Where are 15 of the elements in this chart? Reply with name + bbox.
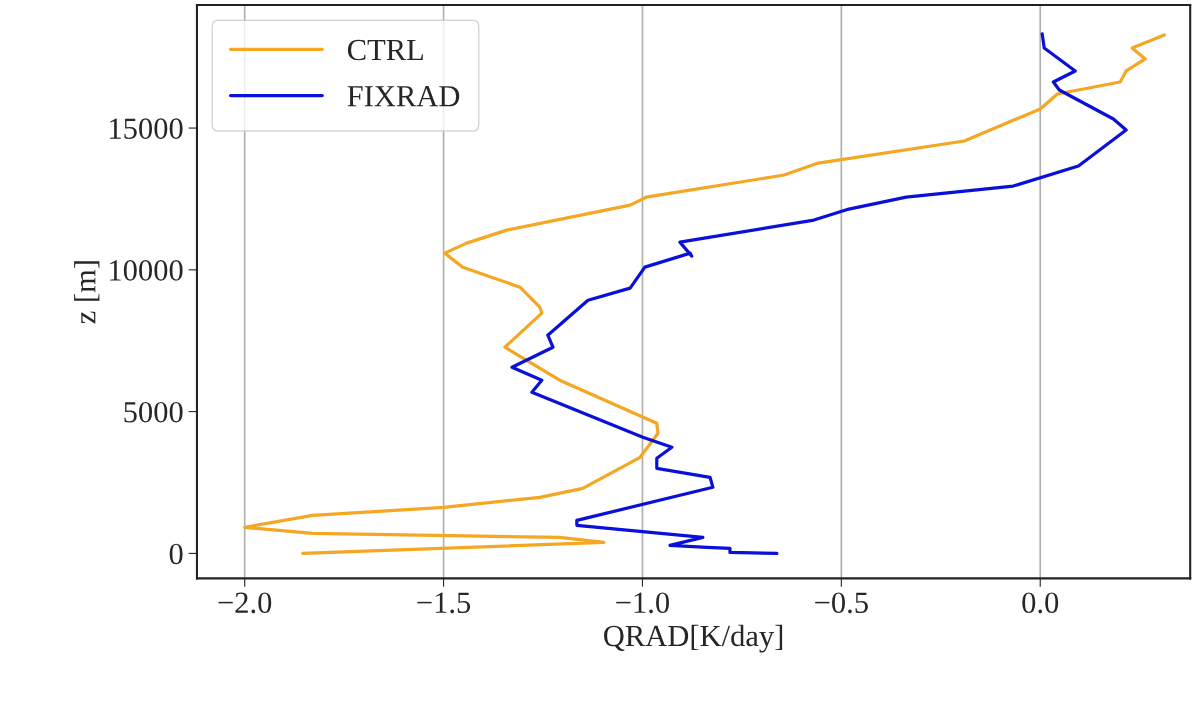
line-series — [510, 32, 1128, 555]
legend-label: CTRL — [347, 39, 423, 61]
x-axis-title: QRAD[K/day] — [604, 624, 783, 653]
x-tick-label: −1.0 — [616, 592, 670, 614]
legend-label: FIXRAD — [347, 86, 460, 107]
y-tick-label: 5000 — [124, 401, 183, 423]
y-tick-label: 0 — [169, 543, 183, 565]
y-axis-title: z [m] — [74, 261, 100, 324]
x-tick-label: −1.5 — [417, 592, 471, 614]
x-tick-label: −0.5 — [815, 592, 868, 614]
x-tick-label: −2.0 — [218, 592, 272, 614]
y-tick-label: 15000 — [110, 118, 183, 139]
line-series — [243, 33, 1166, 555]
y-tick-label: 10000 — [110, 260, 183, 281]
x-tick-label: 0.0 — [1022, 592, 1059, 614]
